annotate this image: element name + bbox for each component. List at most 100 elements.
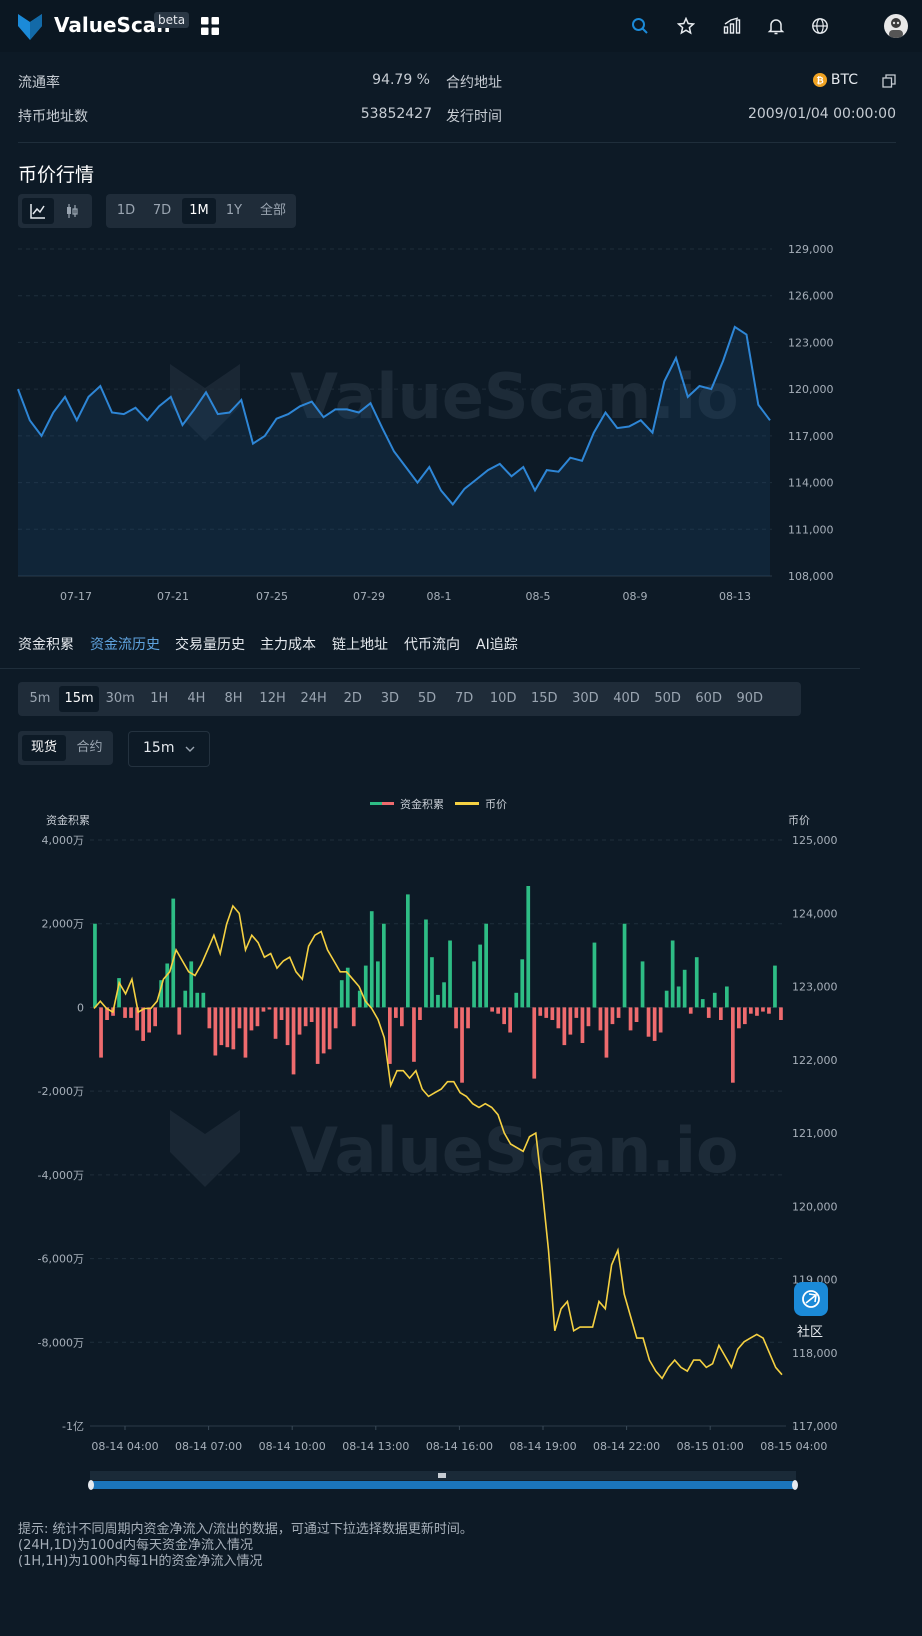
watermark-text: ValueScan.io [290, 360, 739, 433]
fund-flow-bar [604, 1007, 609, 1058]
fund-flow-bar [670, 940, 675, 1008]
watermark-text: ValueScan.io [290, 1114, 739, 1187]
range-option-2[interactable]: 1M [182, 198, 216, 224]
interval-option-17[interactable]: 60D [695, 691, 722, 706]
interval-select[interactable]: 15m [128, 731, 210, 767]
zoom-left-handle[interactable] [88, 1480, 94, 1490]
range-option-1[interactable]: 7D [152, 203, 172, 218]
zoom-slider[interactable] [88, 1471, 798, 1490]
fund-flow-bar [628, 1007, 633, 1031]
x-tick-label: 08-15 01:00 [677, 1440, 744, 1453]
grid-icon[interactable] [200, 16, 220, 36]
fund-flow-bar [345, 967, 350, 1008]
valuescan-logo-icon[interactable] [16, 12, 44, 42]
candlestick-icon[interactable] [56, 198, 88, 224]
contract-value[interactable]: ₿ BTC [812, 72, 858, 88]
community-button[interactable] [794, 1282, 828, 1316]
fund-flow-bar [568, 1007, 573, 1035]
fund-flow-chart: ValueScan.io 资金积累 币价 资金积累 币价 4,000万 2,000… [38, 797, 838, 1490]
market-type-toggle: 现货 合约 [18, 731, 113, 765]
fund-flow-bar [99, 1007, 103, 1058]
bell-icon[interactable] [764, 14, 788, 38]
holders-label: 持币地址数 [18, 109, 88, 125]
interval-option-3[interactable]: 1H [150, 691, 169, 706]
fund-flow-bar [147, 1007, 151, 1033]
interval-option-12[interactable]: 10D [489, 691, 517, 706]
y-tick-label: 108,000 [788, 570, 834, 583]
fund-flow-bar [213, 1007, 218, 1056]
btc-coin-icon: ₿ [812, 73, 827, 87]
market-option-1[interactable]: 合约 [76, 740, 103, 755]
fund-flow-bar [153, 1007, 157, 1027]
interval-option-2[interactable]: 30m [105, 691, 135, 706]
range-option-0[interactable]: 1D [116, 203, 136, 218]
tab-6[interactable]: AI追踪 [476, 637, 518, 653]
fund-flow-bar [321, 1007, 326, 1054]
fund-flow-bar [700, 999, 705, 1008]
star-icon[interactable] [674, 14, 698, 38]
tab-3[interactable]: 主力成本 [260, 637, 316, 653]
interval-option-16[interactable]: 50D [654, 691, 681, 706]
range-option-4[interactable]: 全部 [259, 203, 286, 218]
interval-select-value: 15m [143, 740, 175, 756]
legend-label-price: 币价 [485, 798, 507, 811]
fund-flow-bar [731, 1007, 735, 1083]
interval-option-10[interactable]: 5D [417, 691, 437, 706]
globe-icon[interactable] [808, 14, 832, 38]
x-tick-label: 07-25 [256, 590, 288, 603]
fund-flow-bar [189, 961, 194, 1008]
fund-flow-bar [502, 1007, 506, 1025]
logo-text[interactable]: ValueScan [54, 13, 171, 37]
interval-option-6[interactable]: 12H [259, 691, 286, 706]
interval-option-5[interactable]: 8H [224, 691, 243, 706]
tab-5[interactable]: 代币流向 [404, 637, 460, 653]
fund-flow-bar [538, 1007, 543, 1016]
tab-2[interactable]: 交易量历史 [175, 637, 245, 653]
interval-option-18[interactable]: 90D [736, 691, 764, 706]
interval-option-7[interactable]: 24H [300, 691, 327, 706]
range-option-3[interactable]: 1Y [225, 203, 243, 218]
fund-flow-bar [526, 886, 531, 1008]
line-chart-icon[interactable] [22, 198, 54, 224]
interval-option-11[interactable]: 7D [454, 691, 474, 706]
interval-option-4[interactable]: 4H [187, 691, 206, 706]
fund-flow-bar [357, 990, 362, 1008]
fund-flow-bar [755, 1007, 759, 1016]
zoom-right-handle[interactable] [792, 1480, 798, 1490]
copy-icon[interactable] [882, 74, 896, 88]
search-icon[interactable] [628, 14, 652, 38]
fund-flow-bar [761, 1007, 765, 1012]
tab-1[interactable]: 资金流历史 [90, 637, 160, 653]
fund-flow-bar [652, 1007, 657, 1041]
chart-type-toggle [18, 194, 92, 228]
interval-option-1[interactable]: 15m [59, 686, 100, 712]
x-tick-label: 07-17 [60, 590, 92, 603]
watermark-logo-icon [170, 1110, 240, 1187]
avatar[interactable] [884, 14, 908, 38]
legend-swatch-price [455, 802, 479, 805]
fund-flow-bar [315, 1007, 320, 1064]
fund-flow-bar [706, 1007, 711, 1018]
tab-4[interactable]: 链上地址 [332, 637, 388, 653]
left-y-tick-label: -2,000万 [38, 1085, 84, 1098]
interval-option-13[interactable]: 15D [531, 691, 558, 706]
interval-option-15[interactable]: 40D [613, 691, 640, 706]
community-label: 社区 [797, 1325, 824, 1340]
fund-flow-bar [93, 923, 97, 1008]
fund-flow-bar [394, 1007, 398, 1018]
interval-option-9[interactable]: 3D [380, 691, 400, 706]
left-y-tick-label: -8,000万 [38, 1336, 84, 1349]
fund-flow-bar [454, 1007, 458, 1029]
tab-0[interactable]: 资金积累 [18, 637, 74, 653]
fund-flow-bar [658, 1007, 663, 1033]
fund-flow-bar [291, 1007, 296, 1075]
left-y-tick-label: 0 [77, 1001, 84, 1014]
fund-flow-bar [424, 919, 428, 1008]
interval-option-0[interactable]: 5m [29, 691, 51, 706]
zoom-range[interactable] [90, 1481, 796, 1489]
zoom-handle-grip[interactable] [438, 1473, 446, 1478]
chart-icon[interactable] [720, 14, 744, 38]
interval-option-8[interactable]: 2D [343, 691, 362, 706]
interval-option-14[interactable]: 30D [572, 691, 599, 706]
market-option-0[interactable]: 现货 [22, 735, 66, 761]
